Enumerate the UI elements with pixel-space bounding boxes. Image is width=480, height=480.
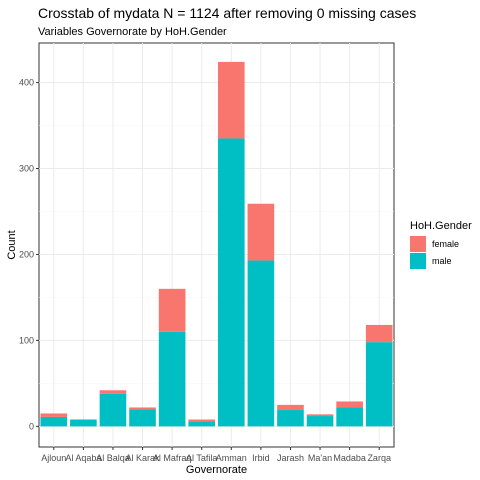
legend-title: HoH.Gender — [410, 220, 472, 232]
y-axis-ticks: 0 100 200 300 400 — [19, 78, 39, 431]
bar-female — [247, 203, 275, 261]
y-tick-label: 400 — [19, 78, 34, 88]
bars — [40, 61, 393, 427]
legend-key-male — [410, 253, 426, 269]
y-tick-label: 200 — [19, 249, 34, 259]
bar-male — [217, 138, 245, 427]
bar-female — [217, 61, 245, 139]
x-tick-label: Ma'an — [308, 453, 332, 463]
x-tick-label: Irbid — [252, 453, 270, 463]
x-tick-label: Al Karak — [126, 453, 161, 463]
bar-male — [40, 416, 68, 427]
x-tick-label: Al Balqa — [96, 453, 130, 463]
y-tick-label: 300 — [19, 163, 34, 173]
x-tick-label: Madaba — [333, 453, 366, 463]
bar-male — [99, 393, 127, 427]
bar-female — [40, 413, 68, 417]
bar-male — [365, 342, 393, 427]
x-axis-title: Governorate — [186, 464, 247, 476]
x-tick-label: Al Mafraq — [153, 453, 192, 463]
bar-female — [99, 390, 127, 394]
x-tick-label: Amman — [216, 453, 247, 463]
legend-label-male: male — [432, 256, 452, 266]
x-tick-label: Al Tafila — [186, 453, 217, 463]
bar-female — [277, 404, 304, 411]
y-axis-title: Count — [6, 230, 18, 259]
x-tick-label: Zarqa — [367, 453, 391, 463]
legend: HoH.Gender female male — [410, 220, 472, 269]
bar-female — [336, 401, 363, 408]
bar-female — [158, 288, 186, 332]
y-tick-label: 0 — [29, 421, 34, 431]
bar-female — [306, 414, 334, 417]
bar-male — [277, 410, 304, 427]
bar-male — [70, 419, 97, 427]
bar-male — [129, 409, 156, 427]
x-tick-label: Al Aqaba — [65, 453, 101, 463]
bar-female — [188, 419, 216, 422]
legend-key-female — [410, 236, 426, 252]
chart-title: Crosstab of mydata N = 1124 after removi… — [38, 5, 416, 21]
legend-label-female: female — [432, 239, 459, 249]
plot-panel — [38, 42, 395, 448]
x-tick-label: Jarash — [277, 453, 304, 463]
y-tick-label: 100 — [19, 335, 34, 345]
bar-male — [336, 407, 363, 427]
bar-male — [188, 421, 216, 427]
chart-subtitle: Variables Governorate by HoH.Gender — [38, 26, 227, 38]
x-tick-label: Ajloun — [41, 453, 66, 463]
bar-female — [129, 407, 156, 410]
bar-male — [158, 331, 186, 427]
bar-male — [306, 416, 334, 427]
bar-male — [247, 260, 275, 427]
bar-female — [365, 324, 393, 343]
